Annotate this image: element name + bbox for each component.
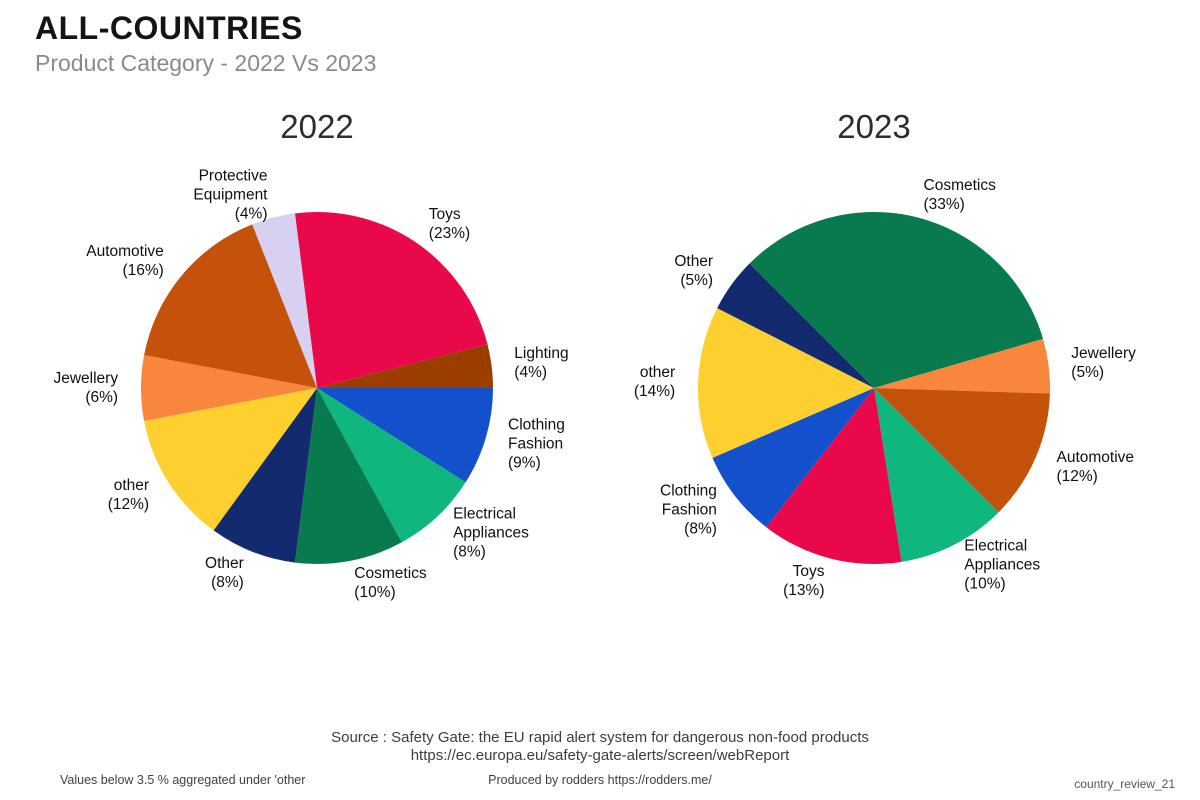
pie-2023-label-2-automotive: Automotive (12%) — [1056, 449, 1135, 485]
pie-2022-slice-3-electrical-appliances — [317, 388, 466, 543]
pie-2022-slice-4-cosmetics — [294, 388, 402, 564]
pie-2022-slice-6-other — [144, 388, 317, 531]
pie-2023-slice-1-jewellery — [874, 338, 1050, 394]
document-reference: country_review_21 — [1074, 777, 1175, 791]
produced-by-credit: Produced by rodders https://rodders.me/ — [488, 773, 712, 787]
pie-2022-slice-1-lighting — [317, 344, 493, 388]
pie-2022-label-9-protective-equipment: Protective Equipment (4%) — [193, 167, 268, 223]
pie-2023-slice-3-electrical-appliances — [874, 388, 999, 562]
pie-2023-label-1-jewellery: Jewellery (5%) — [1071, 345, 1136, 382]
pie-2023-slice-7-other — [717, 263, 874, 388]
pie-2023-year-title: 2023 — [837, 108, 911, 145]
pie-2023-slice-5-clothing-fashion — [712, 388, 874, 528]
pie-2023-label-0-cosmetics: Cosmetics (33%) — [923, 177, 996, 214]
pie-2023-label-3-electrical-appliances: Electrical Appliances (10%) — [964, 537, 1041, 593]
pie-2023-slice-2-automotive — [874, 388, 1050, 513]
pie-2022-label-6-other: other (12%) — [107, 476, 150, 513]
page-subtitle: Product Category - 2022 Vs 2023 — [35, 50, 377, 76]
pie-2022-slice-8-automotive — [144, 224, 317, 388]
source-text: Source : Safety Gate: the EU rapid alert… — [331, 729, 869, 746]
pie-2022-year-title: 2022 — [280, 108, 354, 145]
pie-2023-label-5-clothing-fashion: Clothing Fashion (8%) — [660, 482, 717, 538]
pie-2023-label-6-other: other (14%) — [633, 363, 676, 400]
pie-2022-slice-9-protective-equipment — [252, 213, 317, 388]
pie-2023-slice-4-toys — [766, 388, 902, 564]
pie-2022-label-3-electrical-appliances: Electrical Appliances (8%) — [453, 505, 529, 561]
pie-2023-label-4-toys: Toys (13%) — [783, 562, 825, 599]
pie-2022-label-8-automotive: Automotive (16%) — [86, 243, 164, 280]
pie-2022-slice-5-other — [213, 388, 317, 563]
pie-2023-slice-0-cosmetics — [749, 212, 1044, 388]
pie-2022-slice-7-jewellery — [141, 355, 317, 421]
pie-2022-slice-2-clothing-fashion — [317, 388, 493, 483]
pie-2022-slice-0-toys — [294, 212, 488, 388]
pie-2023-label-7-other: Other (5%) — [674, 253, 714, 290]
pie-2022-label-4-cosmetics: Cosmetics (10%) — [354, 565, 427, 602]
page-title: ALL-COUNTRIES — [35, 10, 303, 46]
aggregation-note: Values below 3.5 % aggregated under 'oth… — [60, 773, 306, 787]
pie-2022-label-2-clothing-fashion: Clothing Fashion (9%) — [508, 416, 565, 471]
pie-2022-label-0-toys: Toys (23%) — [428, 205, 471, 242]
source-url: https://ec.europa.eu/safety-gate-alerts/… — [410, 747, 790, 764]
pie-2022-label-5-other: Other (8%) — [205, 554, 244, 591]
pie-2023-slice-6-other — [698, 308, 874, 458]
pie-2022-label-7-jewellery: Jewellery (6%) — [53, 370, 119, 406]
pie-2022-label-1-lighting: Lighting (4%) — [514, 345, 569, 382]
